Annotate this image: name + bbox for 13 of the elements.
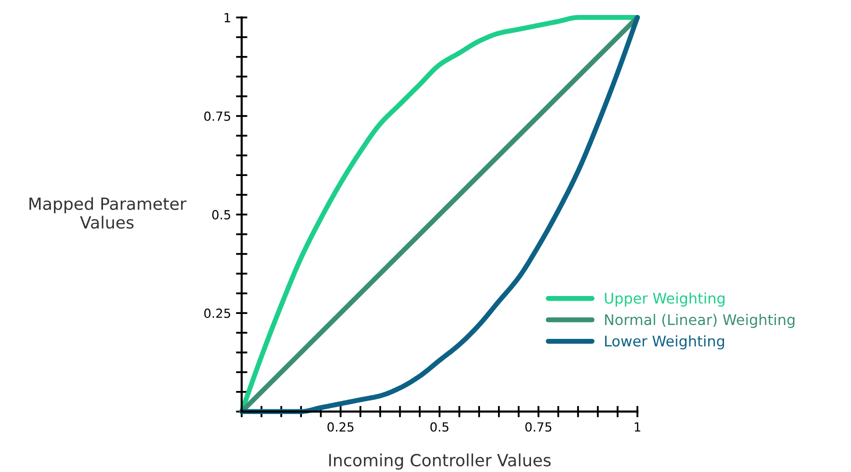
- legend-label: Lower Weighting: [605, 335, 724, 350]
- y-axis-title: Mapped Parameter Values: [29, 197, 186, 229]
- legend-label: Upper Weighting: [604, 292, 724, 307]
- legend-label: Normal (Linear) Weighting: [605, 314, 794, 328]
- x-tick-label: 1: [634, 422, 640, 432]
- x-tick-label: 0.75: [525, 422, 552, 432]
- y-tick-label: 0.75: [204, 111, 230, 121]
- y-tick-label: 0.25: [204, 308, 230, 318]
- y-tick-label: 1: [224, 13, 230, 22]
- x-tick-label: 0.5: [430, 422, 448, 432]
- x-tick-label: 0.25: [328, 422, 354, 432]
- y-tick-label: 0.5: [212, 210, 230, 220]
- x-axis-title: Incoming Controller Values: [329, 454, 551, 470]
